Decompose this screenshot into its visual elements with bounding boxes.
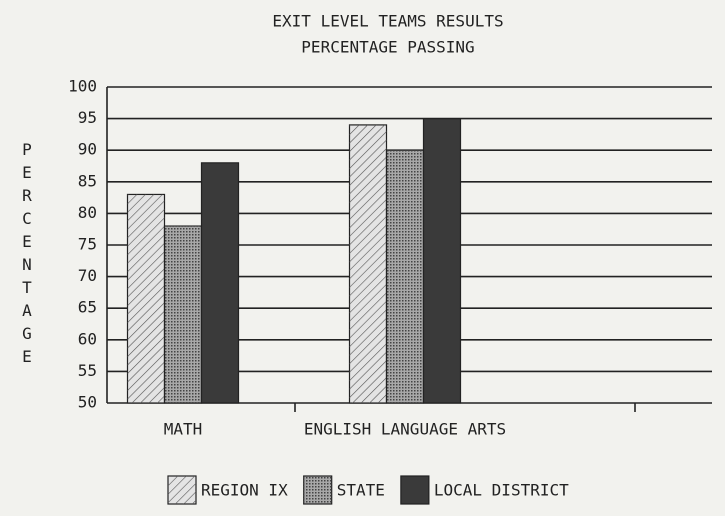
legend-pattern — [303, 476, 332, 504]
y-tick-label: 75 — [78, 235, 97, 254]
bar — [422, 117, 462, 404]
bar — [126, 193, 166, 404]
y-tick-label: 80 — [78, 203, 97, 222]
y-tick-label: 70 — [78, 266, 97, 285]
bar — [385, 149, 425, 404]
y-tick-label: 65 — [78, 298, 97, 317]
chart-title: EXIT LEVEL TEAMS RESULTS — [272, 12, 503, 31]
chart-subtitle: PERCENTAGE PASSING — [301, 38, 474, 57]
y-tick-label: 55 — [78, 361, 97, 380]
legend-swatch — [400, 475, 430, 505]
legend-label: REGION IX — [201, 481, 288, 500]
y-axis-label: PERCENTAGE — [18, 140, 37, 370]
legend-pattern — [168, 476, 196, 504]
y-tick-label: 60 — [78, 329, 97, 348]
y-tick-label: 100 — [68, 77, 97, 96]
bar — [163, 225, 203, 404]
x-tick-label: ENGLISH LANGUAGE ARTS — [304, 420, 506, 439]
x-tick-label: MATH — [164, 420, 203, 439]
legend-label: STATE — [337, 481, 385, 500]
bar — [200, 162, 240, 404]
bar — [348, 124, 388, 404]
y-tick-label: 85 — [78, 171, 97, 190]
y-tick-label: 50 — [78, 393, 97, 412]
y-tick-label: 95 — [78, 108, 97, 127]
legend-label: LOCAL DISTRICT — [434, 481, 569, 500]
y-tick-label: 90 — [78, 140, 97, 159]
